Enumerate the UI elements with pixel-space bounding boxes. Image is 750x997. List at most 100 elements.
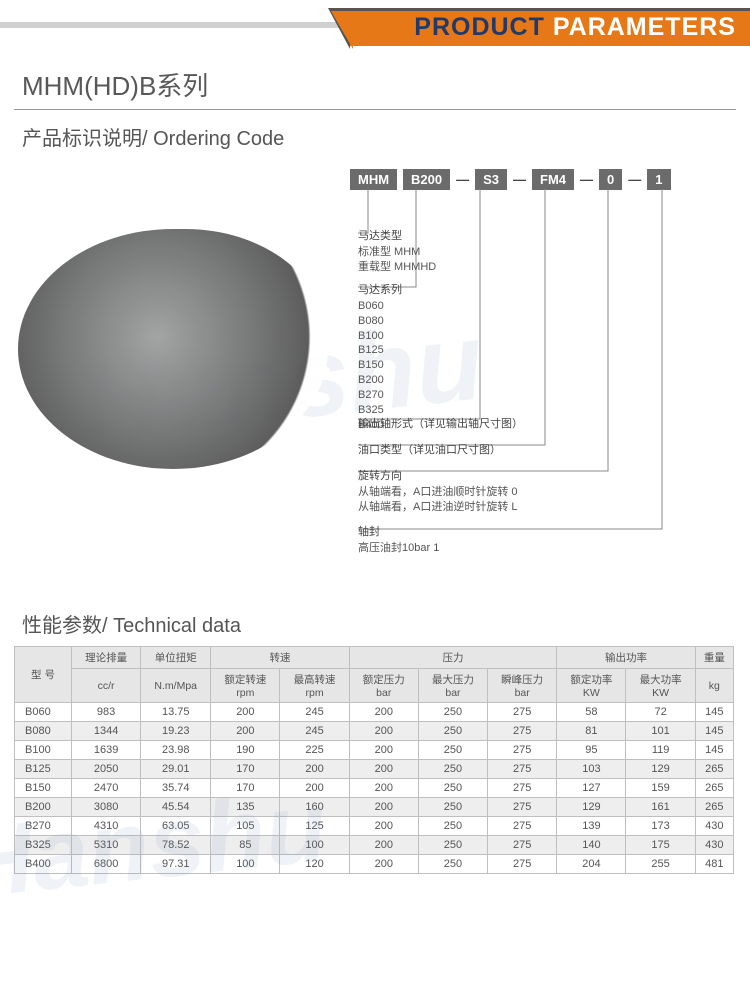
- table-cell: 140: [557, 836, 626, 855]
- col-power: 输出功率: [557, 647, 695, 669]
- table-cell: 170: [211, 779, 280, 798]
- code-segment-fm4: FM4: [532, 169, 574, 190]
- desc-rotation: 旋转方向 从轴端看，A口进油顺时针旋转 0 从轴端看，A口进油逆时针旋转 L: [358, 469, 518, 515]
- table-cell: 275: [488, 836, 557, 855]
- table-row: B125205029.01170200200250275103129265: [15, 760, 734, 779]
- code-dash: —: [628, 172, 641, 187]
- table-cell: 250: [418, 817, 487, 836]
- table-cell: 250: [418, 741, 487, 760]
- table-cell: 265: [695, 779, 733, 798]
- table-row: B400680097.31100120200250275204255481: [15, 855, 734, 874]
- sub-p-rated: 额定压力 bar: [349, 669, 418, 703]
- desc-row: B100: [358, 329, 402, 344]
- technical-data-table: 型 号 理论排量 单位扭矩 转速 压力 输出功率 重量 cc/r N.m/Mpa…: [14, 646, 734, 874]
- table-cell: 45.54: [141, 798, 211, 817]
- table-cell: 481: [695, 855, 733, 874]
- table-cell: 430: [695, 817, 733, 836]
- code-dash: —: [580, 172, 593, 187]
- desc-port-title: 油口类型（详见油口尺寸图）: [358, 443, 501, 458]
- table-cell: 103: [557, 760, 626, 779]
- desc-row: 标准型 MHM: [358, 245, 436, 260]
- series-title: MHM(HD)B系列: [22, 66, 750, 103]
- table-cell: B125: [15, 760, 72, 779]
- table-cell: 275: [488, 779, 557, 798]
- code-segment-1: 1: [647, 169, 670, 190]
- sub-torque: N.m/Mpa: [141, 669, 211, 703]
- desc-shaft-title: 输出轴形式（详见输出轴尺寸图）: [358, 417, 523, 432]
- table-cell: 129: [626, 760, 695, 779]
- table-cell: 200: [349, 798, 418, 817]
- table-cell: 245: [280, 703, 349, 722]
- table-cell: 275: [488, 817, 557, 836]
- desc-row: 从轴端看，A口进油逆时针旋转 L: [358, 500, 518, 515]
- sub-speed-max: 最高转速 rpm: [280, 669, 349, 703]
- table-cell: 200: [349, 760, 418, 779]
- table-cell: 250: [418, 779, 487, 798]
- sub-displacement: cc/r: [71, 669, 140, 703]
- table-cell: 200: [349, 703, 418, 722]
- table-cell: 6800: [71, 855, 140, 874]
- table-cell: 200: [280, 760, 349, 779]
- table-cell: 35.74: [141, 779, 211, 798]
- table-cell: 2470: [71, 779, 140, 798]
- table-cell: 275: [488, 741, 557, 760]
- sub-speed-rated: 额定转速 rpm: [211, 669, 280, 703]
- desc-rotation-title: 旋转方向: [358, 469, 518, 484]
- table-cell: 95: [557, 741, 626, 760]
- table-row: B06098313.752002452002502755872145: [15, 703, 734, 722]
- table-cell: 135: [211, 798, 280, 817]
- table-cell: 170: [211, 760, 280, 779]
- table-cell: 81: [557, 722, 626, 741]
- code-dash: —: [513, 172, 526, 187]
- desc-port: 油口类型（详见油口尺寸图）: [358, 443, 501, 459]
- banner-word1: PRODUCT: [414, 13, 545, 41]
- table-cell: 200: [349, 836, 418, 855]
- table-cell: 159: [626, 779, 695, 798]
- product-parameters-banner: PRODUCT PARAMETERS: [0, 8, 750, 48]
- col-speed: 转速: [211, 647, 349, 669]
- table-cell: B150: [15, 779, 72, 798]
- desc-motor-type-title: 马达类型: [358, 229, 436, 244]
- table-cell: 23.98: [141, 741, 211, 760]
- desc-seal-title: 轴封: [358, 525, 439, 540]
- table-cell: 200: [349, 779, 418, 798]
- table-cell: 430: [695, 836, 733, 855]
- table-cell: 200: [349, 741, 418, 760]
- desc-row: 重载型 MHMHD: [358, 260, 436, 275]
- table-cell: 13.75: [141, 703, 211, 722]
- desc-row: B080: [358, 314, 402, 329]
- code-dash: —: [456, 172, 469, 187]
- desc-row: 从轴端看，A口进油顺时针旋转 0: [358, 485, 518, 500]
- table-cell: B100: [15, 741, 72, 760]
- table-cell: 173: [626, 817, 695, 836]
- desc-row: B325: [358, 403, 402, 418]
- table-cell: 58: [557, 703, 626, 722]
- table-cell: 250: [418, 722, 487, 741]
- table-cell: 255: [626, 855, 695, 874]
- table-cell: 275: [488, 855, 557, 874]
- table-cell: 105: [211, 817, 280, 836]
- table-cell: 190: [211, 741, 280, 760]
- table-cell: 275: [488, 760, 557, 779]
- ordering-code-row: MHM B200 — S3 — FM4 — 0 — 1: [350, 169, 671, 190]
- table-cell: B200: [15, 798, 72, 817]
- code-segment-mhm: MHM: [350, 169, 397, 190]
- table-cell: 160: [280, 798, 349, 817]
- table-cell: 275: [488, 703, 557, 722]
- table-cell: 119: [626, 741, 695, 760]
- ordering-code-title: 产品标识说明/ Ordering Code: [22, 122, 750, 151]
- table-cell: 265: [695, 760, 733, 779]
- table-cell: 145: [695, 741, 733, 760]
- table-row: B100163923.9819022520025027595119145: [15, 741, 734, 760]
- motor-photo: [18, 229, 328, 469]
- table-cell: 204: [557, 855, 626, 874]
- table-cell: 120: [280, 855, 349, 874]
- col-displacement: 理论排量: [71, 647, 140, 669]
- sub-p-peak: 瞬峰压力 bar: [488, 669, 557, 703]
- table-cell: 145: [695, 703, 733, 722]
- table-cell: 275: [488, 798, 557, 817]
- table-cell: 250: [418, 760, 487, 779]
- table-cell: 3080: [71, 798, 140, 817]
- desc-motor-series: 马达系列 B060 B080 B100 B125 B150 B200 B270 …: [358, 283, 402, 432]
- table-row: B150247035.74170200200250275127159265: [15, 779, 734, 798]
